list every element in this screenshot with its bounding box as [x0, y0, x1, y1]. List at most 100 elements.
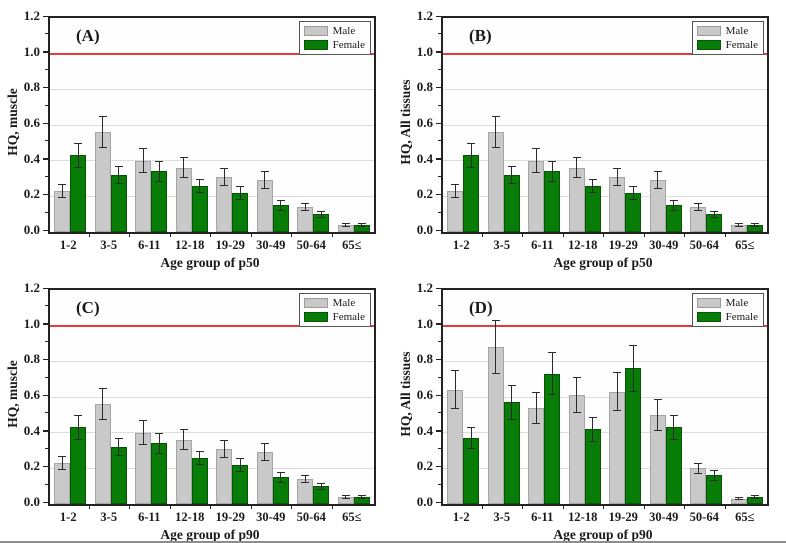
legend: Male Female: [691, 293, 764, 327]
error-bar-male-50-64: [694, 462, 703, 474]
error-bar-cap-bottom: [98, 419, 107, 421]
error-bar-female-3-5: [507, 384, 516, 421]
y-minor-tick: [45, 33, 48, 35]
error-bar-cap-top: [341, 495, 350, 497]
x-category-label: 12-18: [175, 238, 205, 252]
legend-row-female: Female: [696, 38, 758, 52]
y-minor-tick: [45, 104, 48, 106]
error-bar-male-12-18: [572, 377, 581, 414]
legend-row-male: Male: [696, 24, 758, 38]
x-category-label: 6-11: [531, 238, 554, 252]
error-bar-cap-bottom: [195, 463, 204, 465]
gridline: [443, 195, 767, 197]
x-category-label: 19-29: [608, 238, 638, 252]
x-category-label: 6-11: [531, 510, 554, 524]
y-minor-tick: [45, 341, 48, 342]
error-bar-stem: [304, 475, 306, 483]
y-minor-tick: [438, 305, 441, 307]
error-bar-cap-top: [139, 420, 148, 422]
x-tick: [522, 232, 523, 237]
error-bar-cap-top: [260, 171, 269, 173]
legend-label-male: Male: [332, 297, 356, 309]
error-bar-stem: [454, 183, 456, 199]
y-minor-tick: [45, 412, 48, 414]
y-tick-label: 0.2: [416, 458, 433, 474]
error-bar-male-1-2: [451, 370, 460, 410]
error-bar-cap-bottom: [750, 225, 759, 227]
error-bar-cap-bottom: [357, 497, 366, 499]
error-bar-stem: [118, 438, 120, 456]
y-tick-label: 1.0: [23, 43, 40, 59]
error-bar-male-50-64: [694, 203, 703, 211]
legend-swatch-male: [303, 298, 328, 308]
legend: Male Female: [691, 21, 764, 55]
error-bar-cap-bottom: [734, 499, 743, 501]
y-major-tick: [43, 158, 48, 160]
error-bar-stem: [77, 414, 79, 440]
gridline: [443, 467, 767, 469]
error-bar-cap-bottom: [548, 181, 557, 183]
y-major-tick: [436, 287, 441, 289]
error-bar-male-6-11: [139, 420, 148, 446]
x-category-label: 65≤: [342, 510, 362, 524]
error-bar-female-1-2: [74, 414, 83, 440]
error-bar-cap-top: [572, 377, 581, 379]
legend-swatch-female: [696, 312, 721, 322]
y-minor-tick: [438, 69, 441, 70]
error-bar-cap-top: [653, 171, 662, 173]
y-minor-tick: [438, 341, 441, 342]
error-bar-cap-top: [532, 391, 541, 393]
error-bar-stem: [470, 427, 472, 449]
x-category-label: 12-18: [568, 510, 598, 524]
x-category-label: 19-29: [215, 510, 245, 524]
y-minor-tick: [45, 448, 48, 449]
gridline: [443, 160, 767, 162]
y-tick-label: 1.2: [23, 8, 40, 23]
error-bar-female-3-5: [507, 166, 516, 184]
error-bar-stem: [183, 429, 185, 451]
x-tick: [88, 232, 90, 237]
y-tick-label: 0.2: [23, 186, 40, 202]
reference-line: [50, 52, 374, 55]
error-bar-stem: [754, 223, 756, 227]
error-bar-stem: [239, 457, 241, 472]
error-bar-cap-top: [179, 157, 188, 159]
y-minor-tick: [45, 211, 48, 213]
error-bar-stem: [264, 171, 266, 190]
x-category-label: 30-49: [649, 238, 679, 252]
error-bar-male-30-49: [260, 443, 269, 462]
y-minor-tick: [45, 483, 48, 485]
error-bar-male-12-18: [179, 157, 188, 179]
error-bar-male-3-5: [491, 320, 500, 374]
error-bar-cap-bottom: [532, 172, 541, 174]
error-bar-cap-top: [220, 167, 229, 169]
panel-a: HQ, muscle 0.0 0.2 0.4 0.6 0.8 1.0 1.2 (A) Male Fe…: [0, 0, 393, 271]
x-category-label: 30-49: [649, 510, 679, 524]
gridline: [50, 396, 374, 398]
error-bar-stem: [239, 185, 241, 200]
error-bar-stem: [320, 482, 322, 490]
y-minor-tick: [45, 376, 48, 378]
error-bar-cap-top: [98, 116, 107, 118]
x-tick: [522, 504, 523, 509]
x-tick: [684, 504, 685, 509]
error-bar-cap-bottom: [317, 216, 326, 218]
error-bar-male-19-29: [220, 439, 229, 458]
x-category-label: 1-2: [452, 238, 470, 252]
y-tick-label: 0.2: [23, 458, 40, 474]
error-bar-cap-top: [139, 148, 148, 150]
error-bar-cap-top: [710, 210, 719, 212]
x-category-label: 19-29: [215, 238, 245, 252]
error-bar-cap-top: [653, 398, 662, 400]
x-category-label: 65≤: [735, 510, 755, 524]
error-bar-cap-top: [750, 495, 759, 497]
error-bar-cap-top: [276, 199, 285, 201]
error-bar-cap-bottom: [114, 454, 123, 456]
error-bar-stem: [738, 223, 740, 227]
y-major-tick: [436, 465, 441, 468]
y-minor-tick: [438, 140, 441, 142]
legend-swatch-male: [696, 26, 721, 36]
error-bar-stem: [535, 148, 537, 174]
error-bar-cap-top: [114, 166, 123, 168]
error-bar-male-65≤: [734, 496, 743, 501]
